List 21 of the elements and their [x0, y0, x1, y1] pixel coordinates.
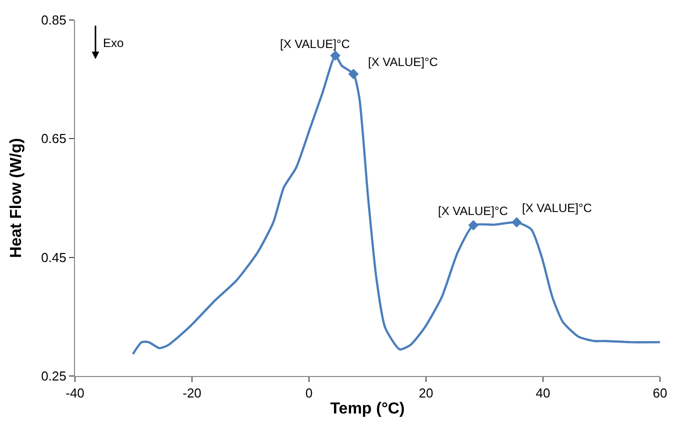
annotation: [X VALUE]°C [280, 37, 350, 51]
annotation: [X VALUE]°C [368, 55, 438, 69]
y-tick-label: 0.45 [41, 250, 66, 265]
point [330, 50, 341, 61]
x-tick-label: 0 [305, 386, 313, 401]
annotation: [X VALUE]°C [522, 201, 592, 215]
point [511, 217, 522, 228]
x-tick-label: 60 [652, 386, 668, 401]
x-tick-label: -20 [182, 386, 202, 401]
point [468, 220, 479, 230]
x-tick-label: -40 [66, 386, 84, 401]
y-tick-label: 0.25 [41, 368, 66, 384]
x-tick-label: 40 [536, 386, 550, 401]
y-axis-title: Heat Flow (W/g) [8, 138, 25, 258]
x-tick-label: 20 [418, 386, 434, 401]
x-axis-title: Temp (°C) [330, 400, 405, 418]
point [348, 68, 359, 80]
y-tick-label: 0.85 [41, 12, 66, 28]
y-tick-label: 0.65 [41, 131, 66, 146]
annotation: Exo [103, 36, 124, 50]
annotation: [X VALUE]°C [438, 204, 508, 218]
